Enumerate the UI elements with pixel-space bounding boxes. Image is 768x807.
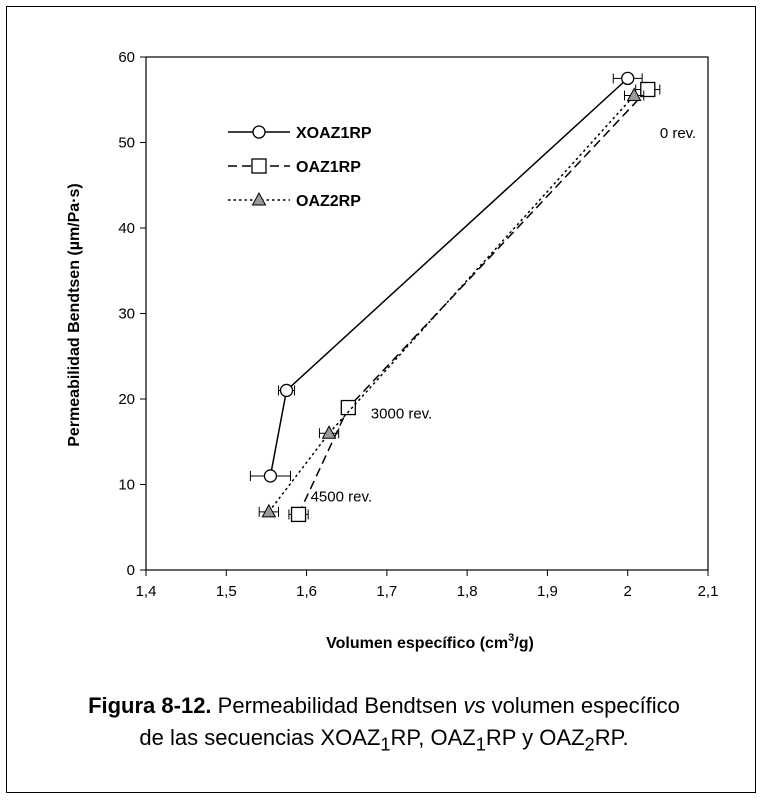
chart: 1,4 1,5 1,6 1,7 1,8 1,9 2 2,1 0 10 20 30 40 50 60 XOAZ… (66, 49, 718, 652)
caption-seq-a: de las secuencias XOAZ (139, 725, 381, 750)
legend-marker (251, 191, 267, 206)
caption-line-1: Figura 8-12. Permeabilidad Bendtsen vs v… (0, 690, 768, 722)
y-tick-label: 60 (118, 49, 135, 66)
y-tick-label: 20 (118, 391, 135, 408)
data-point (340, 399, 356, 416)
data-point (263, 469, 278, 483)
x-tick-label: 2 (624, 583, 632, 600)
y-tick-label: 50 (118, 135, 135, 152)
y-tick-label: 30 (118, 306, 135, 323)
x-axis-label-tail: /g) (514, 635, 534, 652)
x-tick-label: 2,1 (698, 583, 719, 600)
x-tick-label: 1,8 (457, 583, 478, 600)
series-layer (249, 71, 661, 523)
caption-seq-c: RP y OAZ (485, 725, 585, 750)
figure-frame (6, 6, 756, 793)
legend-entry: XOAZ1RP (228, 125, 372, 142)
data-point (290, 506, 307, 523)
caption-text-2: volumen específico (485, 693, 680, 718)
legend-label: XOAZ1RP (296, 125, 372, 142)
y-tick-label: 40 (118, 220, 135, 237)
x-axis-label: Volumen específico (cm3/g) (326, 632, 534, 652)
caption-sub-c: 2 (584, 733, 595, 755)
series-line (297, 88, 649, 515)
caption-seq-b: RP, OAZ (390, 725, 476, 750)
data-point (640, 81, 656, 98)
caption-sub-b: 1 (475, 733, 486, 755)
series-line (268, 94, 635, 513)
x-tick-label: 1,6 (296, 583, 317, 600)
x-tick-label: 1,4 (136, 583, 157, 600)
legend-marker (251, 158, 267, 174)
legend-marker (252, 125, 266, 139)
legend-label: OAZ1RP (296, 159, 361, 176)
caption-vs: vs (463, 693, 486, 718)
caption-line-2: de las secuencias XOAZ1RP, OAZ1RP y OAZ2… (0, 722, 768, 760)
series-OAZ2RP (258, 87, 645, 518)
x-tick-label: 1,7 (376, 583, 397, 600)
annotation: 3000 rev. (371, 406, 432, 423)
legend-entry: OAZ2RP (228, 191, 361, 210)
legend-entry: OAZ1RP (228, 158, 361, 176)
data-point (321, 425, 337, 439)
caption-seq-d: RP. (594, 725, 629, 750)
y-tick-label: 10 (118, 477, 135, 494)
data-point (279, 383, 294, 398)
caption-sub-a: 1 (380, 733, 391, 755)
figure-caption: Figura 8-12. Permeabilidad Bendtsen vs v… (0, 690, 768, 760)
data-point (261, 503, 277, 518)
series-XOAZ1RP (249, 71, 643, 483)
annotation: 0 rev. (660, 125, 696, 142)
caption-label: Figura 8-12. (88, 693, 212, 718)
data-point (621, 71, 635, 86)
annotation: 4500 rev. (311, 489, 372, 506)
annotations: 0 rev. 3000 rev. 4500 rev. (311, 125, 697, 505)
x-tick-label: 1,9 (537, 583, 558, 600)
y-tick-label: 0 (127, 562, 135, 579)
y-axis-label: Permeabilidad Bendtsen (µm/Pa·s) (66, 183, 83, 447)
axes: 1,4 1,5 1,6 1,7 1,8 1,9 2 2,1 0 10 20 30 40 50 60 (118, 49, 718, 600)
plot-area-border (145, 56, 709, 571)
caption-text-1: Permeabilidad Bendtsen (211, 693, 464, 718)
x-axis-label-main: Volumen específico (cm (326, 635, 508, 652)
series-OAZ1RP (288, 81, 661, 523)
legend: XOAZ1RP OAZ1RP OAZ2RP (228, 125, 372, 210)
legend-label: OAZ2RP (296, 193, 361, 210)
data-point (626, 87, 642, 101)
x-axis-label-sup: 3 (508, 632, 514, 644)
x-tick-label: 1,5 (216, 583, 237, 600)
